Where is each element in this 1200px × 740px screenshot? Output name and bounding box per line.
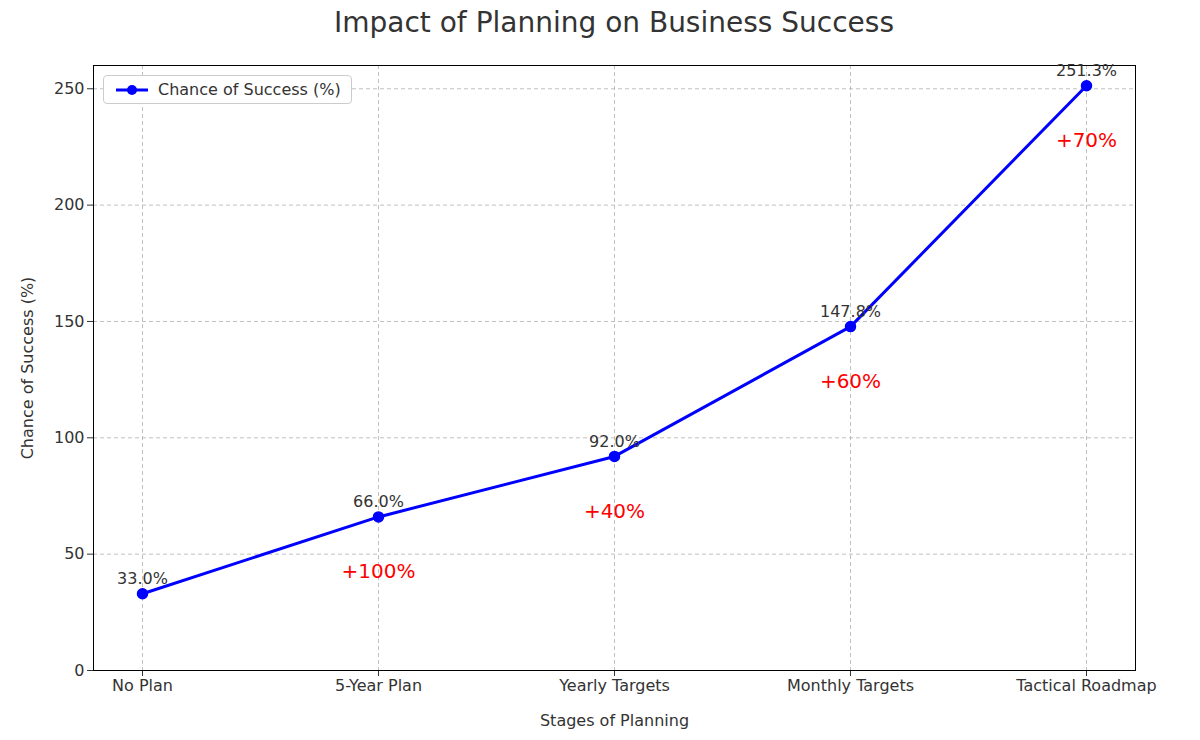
svg-text:+40%: +40% (584, 499, 645, 523)
svg-text:Chance of Success (%): Chance of Success (%) (18, 277, 37, 460)
html-text:Impact of Planning on Business: Impact of Planning on Business Success (334, 6, 894, 39)
svg-text:33.0%: 33.0% (117, 569, 168, 588)
svg-text:200: 200 (54, 195, 85, 214)
svg-text:Stages of Planning: Stages of Planning (540, 711, 689, 730)
svg-text:147.8%: 147.8% (820, 302, 881, 321)
svg-text:Yearly Targets: Yearly Targets (558, 676, 670, 695)
svg-text:92.0%: 92.0% (589, 432, 640, 451)
svg-text:No Plan: No Plan (112, 676, 173, 695)
svg-text:150: 150 (54, 312, 85, 331)
svg-text:+60%: +60% (820, 369, 881, 393)
svg-text:Tactical Roadmap: Tactical Roadmap (1015, 676, 1156, 695)
svg-text:100: 100 (54, 428, 85, 447)
svg-text:251.3%: 251.3% (1056, 61, 1117, 80)
svg-text:66.0%: 66.0% (353, 492, 404, 511)
svg-text:50: 50 (64, 544, 84, 563)
svg-text:+100%: +100% (342, 559, 416, 583)
html-text:Chance of Success (%): Chance of Success (%) (158, 80, 341, 99)
svg-text:+70%: +70% (1056, 128, 1117, 152)
svg-text:Monthly Targets: Monthly Targets (787, 676, 914, 695)
svg-text:0: 0 (74, 661, 84, 680)
svg-text:250: 250 (54, 79, 85, 98)
svg-text:5-Year Plan: 5-Year Plan (335, 676, 422, 695)
